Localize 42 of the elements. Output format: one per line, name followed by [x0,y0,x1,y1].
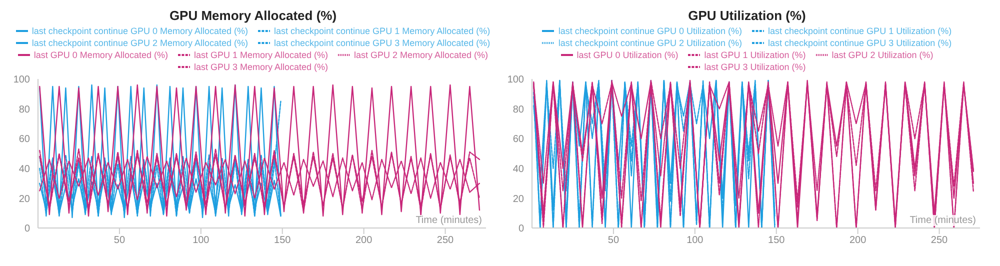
y-tick-label: 100 [507,74,524,86]
legend-label: last GPU 1 Memory Allocated (%) [194,49,328,61]
legend-label: last checkpoint continue GPU 0 Utilization (%) [558,25,742,37]
legend-label: last checkpoint continue GPU 3 Memory Allocated (%) [274,37,490,49]
legend-label: last GPU 3 Memory Allocated (%) [194,61,328,73]
y-tick-label: 60 [18,134,30,146]
chart-title: GPU Memory Allocated (%) [168,8,338,23]
y-tick-label: 0 [518,224,524,235]
legend-label: last checkpoint continue GPU 0 Memory Allocated (%) [32,25,248,37]
y-tick-label: 80 [18,104,30,116]
y-tick-label: 100 [13,74,30,86]
y-tick-label: 80 [512,104,524,116]
legend-label: last GPU 1 Utilization (%) [704,49,806,61]
legend-label: last checkpoint continue GPU 2 Utilization (%) [558,37,742,49]
legend-label: last checkpoint continue GPU 3 Utilization (%) [768,37,952,49]
legend-label: last checkpoint continue GPU 1 Utilization (%) [768,25,952,37]
legend-label: last GPU 2 Utilization (%) [832,49,934,61]
x-tick-label: 50 [114,235,126,246]
x-tick-label: 250 [930,235,948,246]
x-tick-label: 100 [192,235,210,246]
x-tick-label: 150 [768,235,786,246]
y-tick-label: 40 [18,164,30,175]
x-tick-label: 50 [608,235,620,246]
legend-label: last checkpoint continue GPU 2 Memory Allocated (%) [32,37,248,49]
y-tick-label: 60 [512,134,524,146]
legend-label: last GPU 0 Utilization (%) [576,49,678,61]
legend-label: last GPU 3 Utilization (%) [704,61,806,73]
chart-title: GPU Utilization (%) [687,8,807,23]
x-tick-label: 200 [355,235,373,246]
x-tick-label: 200 [849,235,867,246]
x-tick-label: 250 [436,235,454,246]
legend-label: last GPU 2 Memory Allocated (%) [354,49,488,61]
y-tick-label: 40 [512,164,524,175]
y-tick-label: 20 [18,194,30,205]
y-tick-label: 0 [24,224,30,235]
x-tick-label: 100 [686,235,704,246]
y-tick-label: 20 [512,194,524,205]
x-axis-title: Time (minutes) [414,215,484,226]
legend-label: last checkpoint continue GPU 1 Memory Allocated (%) [274,25,490,37]
x-tick-label: 150 [274,235,292,246]
legend-label: last GPU 0 Memory Allocated (%) [34,49,168,61]
x-axis-title: Time (minutes) [908,215,978,226]
